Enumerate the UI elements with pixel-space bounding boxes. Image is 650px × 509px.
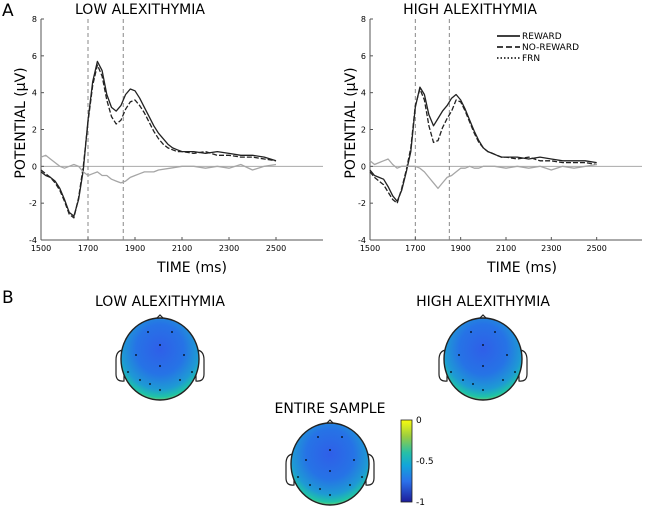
topomap-title: HIGH ALEXITHYMIA [416,294,550,310]
y-tick-label: 2 [361,126,366,135]
colorbar-gradient [400,419,413,503]
series-line-reward [369,86,597,202]
x-tick-label: 1500 [360,244,380,253]
panel-label-b: B [2,288,14,308]
y-axis-label: POTENTIAL (µV) [343,67,359,178]
topomap-title: LOW ALEXITHYMIA [95,294,225,310]
x-tick-label: 2500 [266,244,286,253]
colorbar-tick: -0.5 [416,457,434,467]
y-tick-label: 8 [361,15,366,24]
chart-title: HIGH ALEXITHYMIA [403,2,537,18]
panel-label-a: A [2,1,14,21]
x-axis-label: TIME (ms) [486,260,557,276]
scalp-map [443,317,523,401]
x-tick-label: 1700 [78,244,98,253]
x-tick-label: 1900 [125,244,145,253]
x-axis-label: TIME (ms) [156,260,227,276]
y-axis-label: POTENTIAL (µV) [13,67,29,178]
y-tick-label: 6 [32,52,37,61]
legend-label-reward: REWARD [522,32,562,42]
legend-label-frn: FRN [522,54,540,64]
series-line-frn [369,158,597,190]
erp-chart-low: LOW ALEXITHYMIA TIME (ms) POTENTIAL (µV)… [13,2,323,276]
colorbar-tick: 0 [416,416,422,426]
series-line-frn [40,154,277,184]
electrode-dots [450,331,516,391]
chart-title: LOW ALEXITHYMIA [75,2,205,18]
erp-chart-high: HIGH ALEXITHYMIA TIME (ms) POTENTIAL (µV… [343,2,642,276]
x-tick-label: 2500 [586,244,606,253]
topomap-high: HIGH ALEXITHYMIA [416,294,550,401]
topomap-low: LOW ALEXITHYMIA [95,294,225,401]
x-tick-label: 2100 [496,244,516,253]
y-tick-label: -2 [358,199,366,208]
y-tick-label: 8 [32,15,37,24]
y-tick-label: -4 [358,236,366,245]
electrode-dots [297,436,363,496]
series-line-no-reward [40,64,277,219]
y-tick-label: -2 [29,199,37,208]
colorbar: 0 -0.5 -1 [400,416,434,508]
topomap-title: ENTIRE SAMPLE [275,401,386,417]
x-tick-label: 1700 [405,244,425,253]
x-tick-label: 1500 [31,244,51,253]
electrode-dots [127,331,193,391]
topomap-entire: ENTIRE SAMPLE [275,401,386,506]
scalp-map [120,317,200,401]
y-tick-label: 0 [32,162,37,171]
x-tick-label: 1900 [450,244,470,253]
series-line-no-reward [369,88,597,204]
y-tick-label: 6 [361,52,366,61]
y-tick-label: 4 [361,89,366,98]
chart-legend: REWARD NO-REWARD FRN [497,32,579,64]
y-tick-label: 2 [32,126,37,135]
y-tick-label: 4 [32,89,37,98]
colorbar-tick: -1 [416,498,425,508]
x-tick-label: 2300 [541,244,561,253]
x-tick-label: 2100 [172,244,192,253]
legend-label-no-reward: NO-REWARD [522,43,579,53]
x-tick-label: 2300 [219,244,239,253]
scalp-map [290,422,370,506]
y-tick-label: 0 [361,162,366,171]
y-tick-label: -4 [29,236,37,245]
